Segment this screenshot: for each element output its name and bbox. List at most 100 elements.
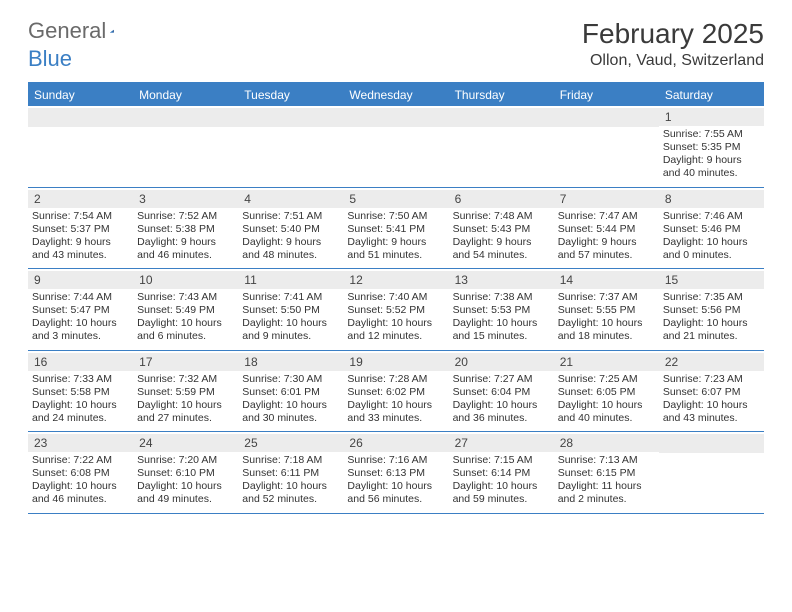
- month-title: February 2025: [582, 18, 764, 50]
- calendar: Sunday Monday Tuesday Wednesday Thursday…: [28, 82, 764, 514]
- weekday-header: Monday: [133, 84, 238, 106]
- day-number: 12: [343, 271, 448, 289]
- daylight2-text: and 43 minutes.: [663, 412, 760, 425]
- day-number: 24: [133, 434, 238, 452]
- daylight2-text: and 57 minutes.: [558, 249, 655, 262]
- day-number: 6: [449, 190, 554, 208]
- day-number: 2: [28, 190, 133, 208]
- day-details: Sunrise: 7:27 AMSunset: 6:04 PMDaylight:…: [453, 373, 550, 426]
- sunset-text: Sunset: 5:47 PM: [32, 304, 129, 317]
- daylight1-text: Daylight: 10 hours: [32, 317, 129, 330]
- sunrise-text: Sunrise: 7:16 AM: [347, 454, 444, 467]
- day-details: Sunrise: 7:20 AMSunset: 6:10 PMDaylight:…: [137, 454, 234, 507]
- day-details: Sunrise: 7:43 AMSunset: 5:49 PMDaylight:…: [137, 291, 234, 344]
- calendar-cell: 22Sunrise: 7:23 AMSunset: 6:07 PMDayligh…: [659, 351, 764, 432]
- daylight1-text: Daylight: 10 hours: [558, 399, 655, 412]
- location-text: Ollon, Vaud, Switzerland: [582, 52, 764, 70]
- daylight2-text: and 9 minutes.: [242, 330, 339, 343]
- sunset-text: Sunset: 5:50 PM: [242, 304, 339, 317]
- calendar-cell: 28Sunrise: 7:13 AMSunset: 6:15 PMDayligh…: [554, 432, 659, 513]
- week-row: 16Sunrise: 7:33 AMSunset: 5:58 PMDayligh…: [28, 351, 764, 433]
- sunset-text: Sunset: 6:05 PM: [558, 386, 655, 399]
- day-details: Sunrise: 7:15 AMSunset: 6:14 PMDaylight:…: [453, 454, 550, 507]
- day-details: Sunrise: 7:38 AMSunset: 5:53 PMDaylight:…: [453, 291, 550, 344]
- sunrise-text: Sunrise: 7:55 AM: [663, 128, 760, 141]
- logo-word-general: General: [28, 18, 106, 44]
- daylight2-text: and 46 minutes.: [137, 249, 234, 262]
- sunset-text: Sunset: 6:15 PM: [558, 467, 655, 480]
- day-details: Sunrise: 7:32 AMSunset: 5:59 PMDaylight:…: [137, 373, 234, 426]
- weekday-header: Saturday: [659, 84, 764, 106]
- day-number: [554, 108, 659, 127]
- daylight2-text: and 52 minutes.: [242, 493, 339, 506]
- calendar-cell: [449, 106, 554, 187]
- calendar-cell: 26Sunrise: 7:16 AMSunset: 6:13 PMDayligh…: [343, 432, 448, 513]
- sunset-text: Sunset: 5:53 PM: [453, 304, 550, 317]
- daylight2-text: and 48 minutes.: [242, 249, 339, 262]
- day-number: 1: [659, 108, 764, 126]
- sunset-text: Sunset: 5:52 PM: [347, 304, 444, 317]
- daylight1-text: Daylight: 9 hours: [242, 236, 339, 249]
- calendar-cell: 21Sunrise: 7:25 AMSunset: 6:05 PMDayligh…: [554, 351, 659, 432]
- sunset-text: Sunset: 5:44 PM: [558, 223, 655, 236]
- daylight1-text: Daylight: 10 hours: [242, 317, 339, 330]
- weekday-header: Sunday: [28, 84, 133, 106]
- calendar-cell: [238, 106, 343, 187]
- daylight2-text: and 46 minutes.: [32, 493, 129, 506]
- daylight2-text: and 24 minutes.: [32, 412, 129, 425]
- calendar-cell: 18Sunrise: 7:30 AMSunset: 6:01 PMDayligh…: [238, 351, 343, 432]
- calendar-cell: [133, 106, 238, 187]
- sunrise-text: Sunrise: 7:30 AM: [242, 373, 339, 386]
- day-details: Sunrise: 7:25 AMSunset: 6:05 PMDaylight:…: [558, 373, 655, 426]
- day-details: Sunrise: 7:52 AMSunset: 5:38 PMDaylight:…: [137, 210, 234, 263]
- calendar-cell: 4Sunrise: 7:51 AMSunset: 5:40 PMDaylight…: [238, 188, 343, 269]
- sunrise-text: Sunrise: 7:48 AM: [453, 210, 550, 223]
- day-details: Sunrise: 7:30 AMSunset: 6:01 PMDaylight:…: [242, 373, 339, 426]
- daylight2-text: and 49 minutes.: [137, 493, 234, 506]
- sunrise-text: Sunrise: 7:15 AM: [453, 454, 550, 467]
- sunrise-text: Sunrise: 7:52 AM: [137, 210, 234, 223]
- calendar-cell: 12Sunrise: 7:40 AMSunset: 5:52 PMDayligh…: [343, 269, 448, 350]
- daylight2-text: and 40 minutes.: [663, 167, 760, 180]
- header: General February 2025 Ollon, Vaud, Switz…: [0, 0, 792, 78]
- day-details: Sunrise: 7:35 AMSunset: 5:56 PMDaylight:…: [663, 291, 760, 344]
- logo-triangle-icon: [110, 22, 114, 40]
- sunset-text: Sunset: 6:14 PM: [453, 467, 550, 480]
- sunset-text: Sunset: 5:41 PM: [347, 223, 444, 236]
- calendar-cell: 7 Sunrise: 7:47 AMSunset: 5:44 PMDaylight…: [554, 188, 659, 269]
- day-details: Sunrise: 7:22 AMSunset: 6:08 PMDaylight:…: [32, 454, 129, 507]
- calendar-cell: 27Sunrise: 7:15 AMSunset: 6:14 PMDayligh…: [449, 432, 554, 513]
- sunset-text: Sunset: 6:07 PM: [663, 386, 760, 399]
- week-row: 1Sunrise: 7:55 AMSunset: 5:35 PMDaylight…: [28, 106, 764, 188]
- calendar-cell: 5Sunrise: 7:50 AMSunset: 5:41 PMDaylight…: [343, 188, 448, 269]
- daylight2-text: and 21 minutes.: [663, 330, 760, 343]
- calendar-cell: 23Sunrise: 7:22 AMSunset: 6:08 PMDayligh…: [28, 432, 133, 513]
- day-number: 26: [343, 434, 448, 452]
- calendar-cell: 9 Sunrise: 7:44 AMSunset: 5:47 PMDaylight…: [28, 269, 133, 350]
- calendar-cell: 16Sunrise: 7:33 AMSunset: 5:58 PMDayligh…: [28, 351, 133, 432]
- daylight1-text: Daylight: 10 hours: [663, 236, 760, 249]
- day-number: 9: [28, 271, 133, 289]
- day-details: Sunrise: 7:48 AMSunset: 5:43 PMDaylight:…: [453, 210, 550, 263]
- daylight1-text: Daylight: 10 hours: [137, 399, 234, 412]
- sunset-text: Sunset: 6:01 PM: [242, 386, 339, 399]
- daylight1-text: Daylight: 10 hours: [347, 317, 444, 330]
- day-number: 15: [659, 271, 764, 289]
- weekday-header: Wednesday: [343, 84, 448, 106]
- sunrise-text: Sunrise: 7:50 AM: [347, 210, 444, 223]
- week-row: 23Sunrise: 7:22 AMSunset: 6:08 PMDayligh…: [28, 432, 764, 514]
- week-row: 2Sunrise: 7:54 AMSunset: 5:37 PMDaylight…: [28, 188, 764, 270]
- day-number: 7: [554, 190, 659, 208]
- sunrise-text: Sunrise: 7:47 AM: [558, 210, 655, 223]
- daylight1-text: Daylight: 9 hours: [453, 236, 550, 249]
- daylight1-text: Daylight: 9 hours: [558, 236, 655, 249]
- daylight1-text: Daylight: 10 hours: [137, 480, 234, 493]
- daylight2-text: and 33 minutes.: [347, 412, 444, 425]
- sunrise-text: Sunrise: 7:44 AM: [32, 291, 129, 304]
- sunset-text: Sunset: 6:13 PM: [347, 467, 444, 480]
- calendar-cell: [659, 432, 764, 513]
- day-number: 20: [449, 353, 554, 371]
- day-details: Sunrise: 7:37 AMSunset: 5:55 PMDaylight:…: [558, 291, 655, 344]
- calendar-cell: 13Sunrise: 7:38 AMSunset: 5:53 PMDayligh…: [449, 269, 554, 350]
- sunrise-text: Sunrise: 7:37 AM: [558, 291, 655, 304]
